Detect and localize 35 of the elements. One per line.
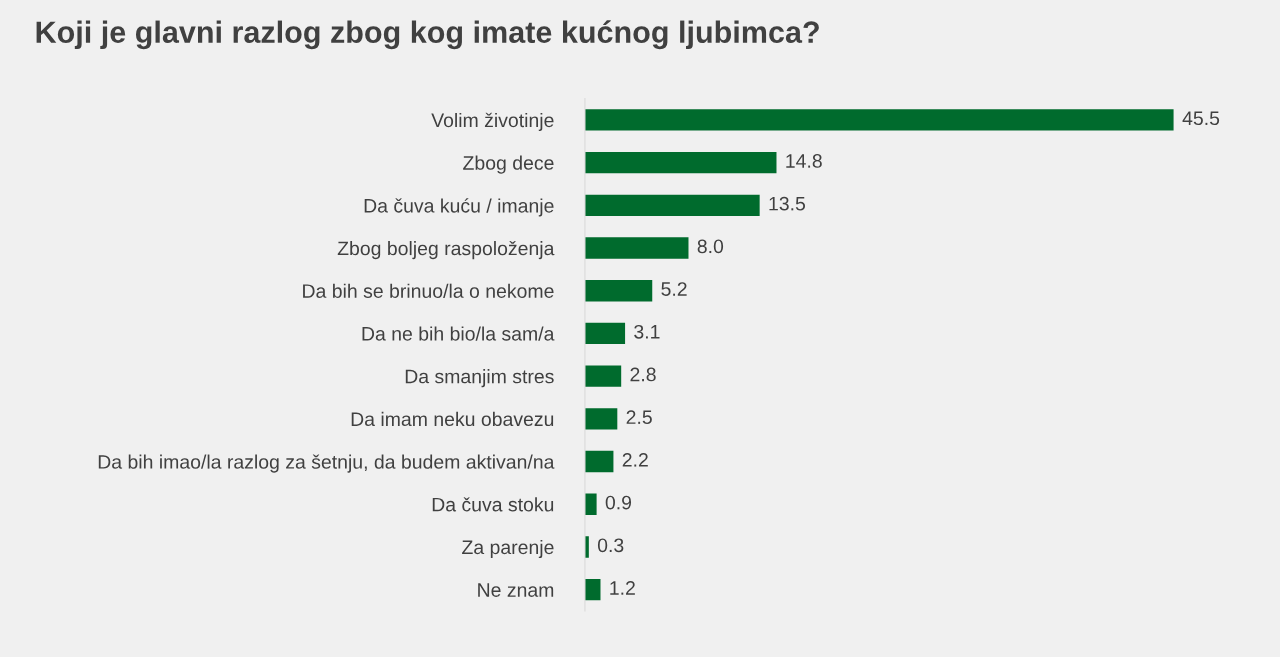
data-label: 8.0	[697, 239, 724, 254]
y-tick-label: Za parenje	[462, 539, 554, 559]
bar	[584, 408, 618, 430]
bar	[584, 280, 653, 302]
bar	[584, 109, 1174, 131]
y-tick-label: Da bih se brinuo/la o nekome	[303, 283, 554, 298]
bar	[584, 237, 689, 259]
data-label: 2.2	[622, 452, 648, 467]
bar	[584, 365, 622, 387]
data-label: 0.9	[605, 495, 632, 510]
y-tick-label: Da smanjim stres	[405, 369, 554, 388]
y-tick-label: Volim životinje	[431, 112, 554, 132]
data-label: 14.8	[786, 154, 822, 168]
bar	[584, 151, 777, 174]
data-label: 13.5	[769, 196, 806, 211]
bar	[584, 493, 597, 515]
bar	[584, 322, 626, 345]
y-tick-label: Zbog dece	[463, 155, 554, 174]
y-tick-label: Da čuva kuću / imanje	[364, 198, 554, 217]
data-label: 45.5	[1182, 111, 1220, 126]
data-label: 5.2	[661, 282, 687, 296]
y-tick-label: Da bih imao/la razlog za šetnju, da budem aktivan/na	[98, 454, 555, 473]
bar	[584, 450, 614, 473]
y-tick-label: Da ne bih bio/la sam/a	[362, 326, 555, 341]
chart-title: Koji je glavni razlog zbog kog imate kućnog ljubimca?	[36, 20, 819, 50]
y-tick-label: Zbog boljeg raspoloženja	[337, 240, 555, 260]
data-label: 1.2	[610, 581, 635, 595]
data-label: 2.5	[626, 410, 652, 425]
bar	[584, 194, 760, 216]
data-label: 3.1	[634, 324, 660, 339]
data-label: 2.8	[630, 367, 656, 382]
y-tick-label: Da čuva stoku	[432, 497, 554, 512]
y-tick-label: Da imam neku obavezu	[351, 411, 554, 427]
y-tick-label: Ne znam	[478, 583, 554, 597]
data-label: 0.3	[597, 538, 624, 553]
